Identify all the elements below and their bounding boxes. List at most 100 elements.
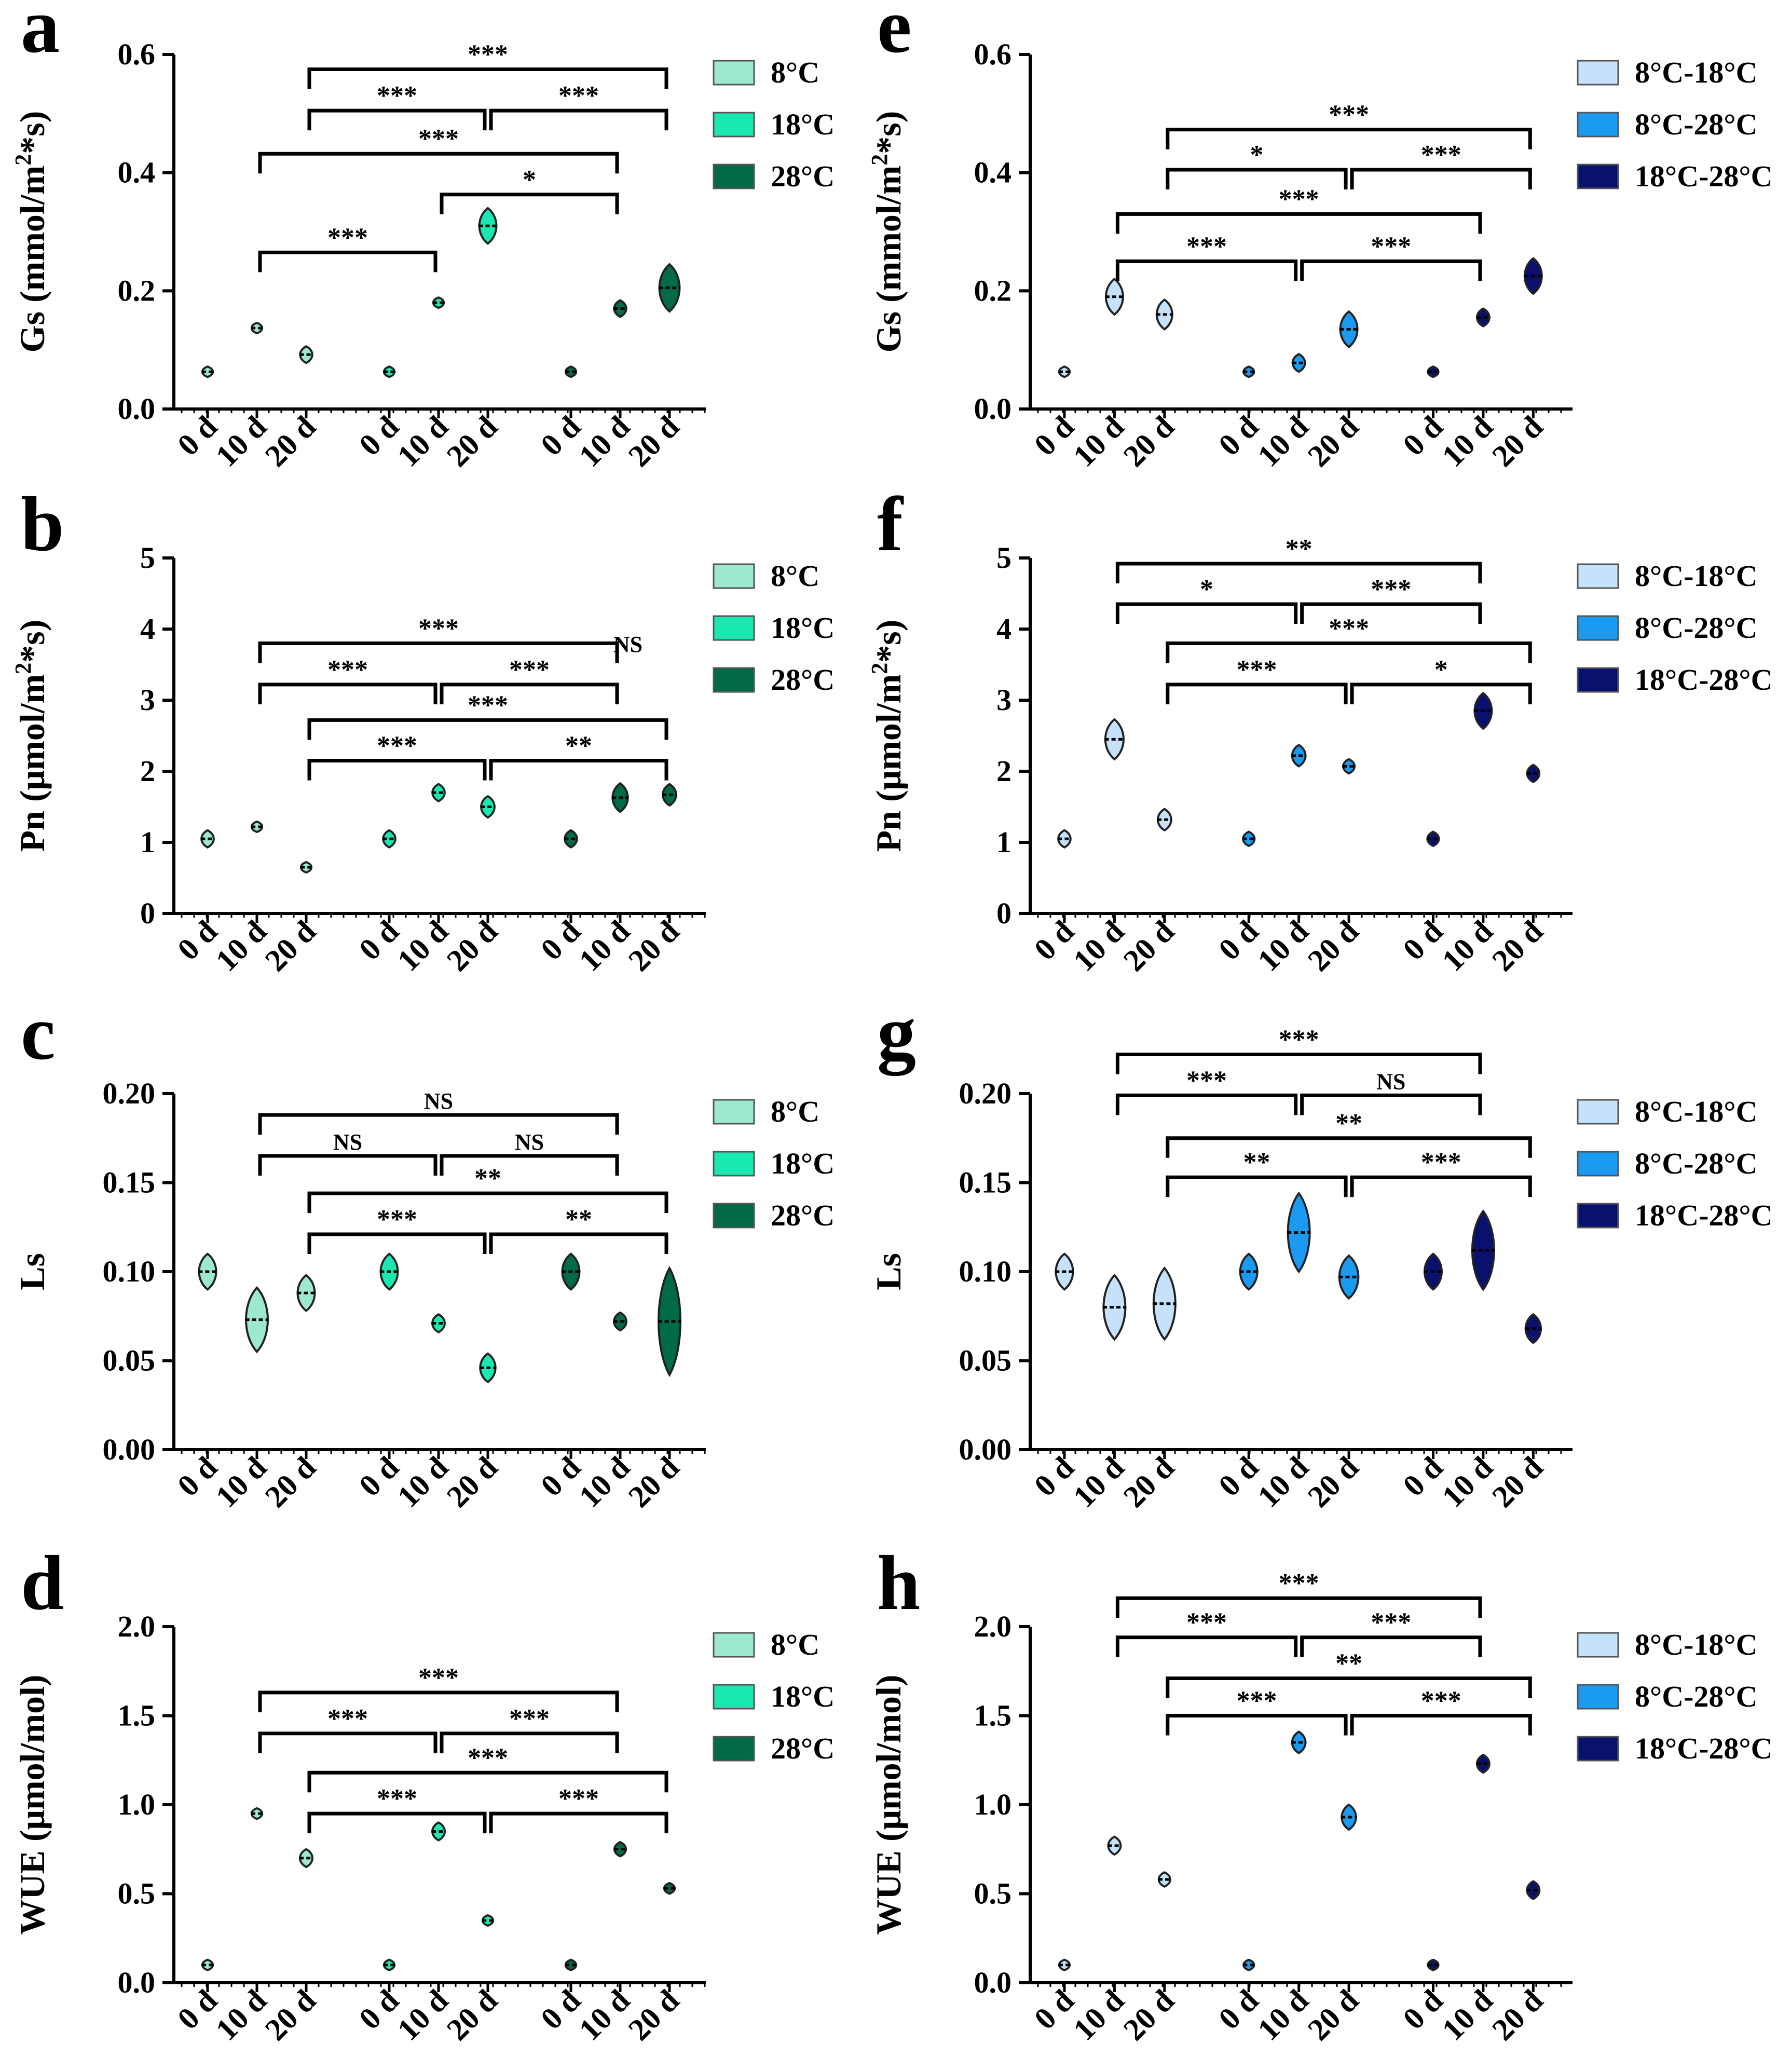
x-tick-label: 10 d: [209, 1450, 273, 1514]
y-tick-label: 0.00: [103, 1433, 156, 1466]
legend-label: 8°C-28°C: [1635, 1147, 1757, 1180]
significance-label: **: [1335, 1109, 1362, 1138]
y-tick-label: 0.05: [103, 1344, 156, 1378]
significance-label: **: [565, 1205, 592, 1234]
x-tick-label: 10 d: [1435, 914, 1499, 978]
significance-label: NS: [333, 1129, 362, 1155]
y-tick-label: 0.10: [103, 1255, 156, 1288]
violin: [1102, 1273, 1127, 1341]
legend-swatch: [1577, 563, 1619, 589]
legend-swatch: [1577, 615, 1619, 641]
y-axis-title: Gs (mmol/m2*s): [10, 111, 52, 353]
x-tick-label: 10 d: [391, 1450, 455, 1514]
significance-bracket: [1350, 1714, 1532, 1736]
significance-label: ***: [1371, 575, 1411, 604]
violin: [1057, 829, 1072, 849]
legend-swatch: [713, 1632, 755, 1658]
x-tick-label: 20 d: [258, 1450, 322, 1514]
x-tick-label: 10 d: [209, 914, 273, 978]
violin: [201, 1958, 214, 1971]
violin: [1427, 1958, 1440, 1971]
x-tick-label: 10 d: [209, 1983, 273, 2047]
x-tick-label: 10 d: [1067, 914, 1130, 978]
significance-label: ***: [1236, 655, 1277, 685]
panel-letter: b: [21, 481, 64, 567]
y-tick-label: 1.0: [118, 1788, 156, 1821]
legend-label: 28°C: [771, 1732, 835, 1765]
x-tick-label: 20 d: [1301, 410, 1365, 473]
legend-label: 18°C: [771, 611, 835, 645]
y-tick-label: 5: [140, 541, 155, 575]
legend-swatch: [713, 1099, 755, 1125]
y-axis-title: Pn (μmol/m2*s): [867, 620, 908, 852]
significance-bracket: [1115, 1596, 1482, 1618]
violin: [250, 820, 264, 833]
x-tick-label: 20 d: [1301, 1450, 1365, 1514]
significance-label: NS: [515, 1129, 544, 1155]
violin: [1058, 1958, 1071, 1971]
violin: [663, 1882, 676, 1895]
violin: [299, 345, 313, 364]
legend-label: 18°C-28°C: [1635, 1198, 1772, 1232]
significance-bracket: [489, 1811, 668, 1834]
legend-label: 8°C-28°C: [1635, 1680, 1757, 1713]
significance-bracket: [1115, 212, 1482, 234]
y-tick-label: 1.0: [974, 1788, 1012, 1821]
legend-swatch: [713, 563, 755, 589]
significance-bracket: [1166, 1676, 1532, 1698]
x-tick-label: 20 d: [1301, 1983, 1365, 2047]
violin: [431, 1313, 446, 1333]
x-tick-label: 10 d: [1435, 410, 1499, 473]
y-tick-label: 2.0: [974, 1610, 1012, 1643]
x-tick-label: 20 d: [1485, 914, 1549, 978]
legend-label: 8°C: [771, 1095, 819, 1128]
significance-bracket: [258, 683, 438, 704]
legend-swatch: [1577, 1099, 1619, 1125]
significance-bracket: [440, 683, 619, 704]
y-tick-label: 4: [996, 612, 1011, 646]
significance-label: ***: [418, 1663, 459, 1693]
significance-label: ***: [468, 39, 508, 69]
violin: [1471, 1209, 1495, 1291]
y-tick-label: 4: [140, 612, 155, 646]
legend-swatch: [1577, 163, 1619, 189]
x-tick-label: 20 d: [1485, 1450, 1549, 1514]
x-tick-label: 10 d: [572, 914, 636, 978]
violin: [1427, 365, 1440, 378]
x-tick-label: 10 d: [1067, 1983, 1130, 2047]
y-tick-label: 0.15: [959, 1166, 1012, 1199]
y-tick-label: 0.00: [959, 1433, 1012, 1466]
x-tick-label: 20 d: [1117, 1983, 1181, 2047]
y-tick-label: 1.5: [118, 1699, 156, 1733]
x-tick-label: 20 d: [258, 410, 322, 473]
x-tick-label: 10 d: [1251, 1450, 1315, 1514]
significance-bracket: [307, 758, 487, 781]
significance-bracket: [1115, 562, 1482, 583]
significance-bracket: [1166, 168, 1348, 189]
violin: [1475, 1753, 1491, 1774]
significance-label: ***: [509, 655, 550, 685]
y-axis-title: Ls: [869, 1253, 908, 1290]
significance-label: **: [1243, 1148, 1270, 1177]
significance-label: ***: [1186, 1608, 1227, 1638]
significance-label: **: [1335, 1648, 1362, 1678]
significance-label: ***: [327, 655, 368, 685]
significance-bracket: [307, 1770, 668, 1793]
violin: [564, 1958, 578, 1971]
x-tick-label: 20 d: [1485, 1983, 1549, 2047]
y-tick-label: 0.5: [974, 1877, 1012, 1911]
x-tick-label: 20 d: [258, 1983, 322, 2047]
x-tick-label: 20 d: [440, 914, 504, 978]
y-tick-label: 1: [140, 825, 155, 859]
x-tick-label: 20 d: [622, 914, 686, 978]
significance-bracket: [1166, 1714, 1348, 1736]
y-axis-title: Gs (mmol/m2*s): [867, 111, 908, 353]
x-tick-label: 20 d: [622, 1450, 686, 1514]
y-tick-label: 1.5: [974, 1699, 1012, 1733]
legend-swatch: [713, 60, 755, 86]
significance-bracket: [440, 1732, 619, 1753]
violin: [1058, 365, 1071, 378]
significance-bracket: [1115, 1635, 1298, 1657]
